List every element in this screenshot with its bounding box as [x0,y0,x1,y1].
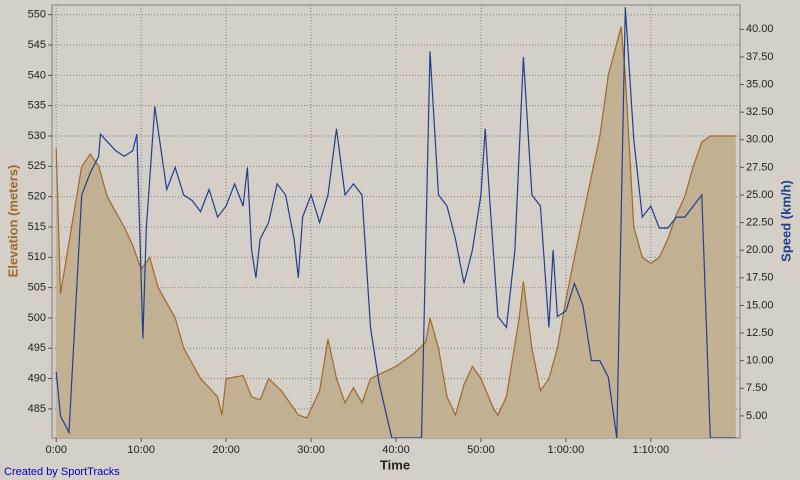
x-axis-label: Time [380,457,410,472]
y-tick-label: 490 [28,372,46,384]
x-tick-label: 1:00:00 [548,444,585,456]
y2-tick-label: 15.00 [746,299,774,311]
y2-tick-label: 40.00 [746,23,774,35]
y2-tick-label: 22.50 [746,217,774,229]
y2-tick-label: 27.50 [746,161,774,173]
y2-tick-label: 37.50 [746,51,774,63]
x-tick-label: 1:10:00 [632,444,669,456]
y-tick-label: 530 [28,130,46,142]
x-tick-label: 20:00 [212,444,240,456]
y-tick-label: 540 [28,69,46,81]
x-tick-label: 40:00 [382,444,410,456]
y-tick-label: 500 [28,312,46,324]
y2-tick-label: 5.00 [746,410,767,422]
y-tick-label: 495 [28,342,46,354]
y-tick-label: 505 [28,282,46,294]
y2-tick-label: 30.00 [746,134,774,146]
y-tick-label: 520 [28,191,46,203]
marks [55,7,736,438]
speed-line [55,7,736,438]
y2-tick-label: 12.50 [746,327,774,339]
y-tick-label: 535 [28,100,46,112]
x-tick-label: 10:00 [127,444,155,456]
y-tick-label: 510 [28,251,46,263]
x-tick-label: 0:00 [46,444,67,456]
y2-tick-label: 17.50 [746,272,774,284]
y-tick-label: 485 [28,403,46,415]
y-tick-label: 515 [28,221,46,233]
y2-tick-label: 7.50 [746,382,767,394]
y-tick-label: 525 [28,160,46,172]
x-tick-label: 30:00 [297,444,325,456]
y2-axis-label: Speed (km/h) [778,180,793,262]
elevation-area [56,26,736,438]
y2-tick-label: 32.50 [746,106,774,118]
y2-tick-label: 10.00 [746,355,774,367]
x-tick-label: 50:00 [467,444,495,456]
credit: Created by SportTracks [4,466,120,478]
y2-tick-label: 35.00 [746,78,774,90]
y-axis-label: Elevation (meters) [5,165,20,278]
y2-tick-label: 25.00 [746,189,774,201]
y-tick-label: 545 [28,39,46,51]
y2-tick-label: 20.00 [746,244,774,256]
y-tick-label: 550 [28,9,46,21]
